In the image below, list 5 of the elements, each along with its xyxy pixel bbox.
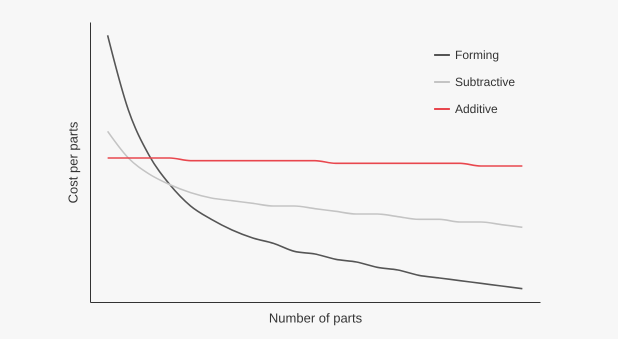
legend-label: Forming	[455, 48, 500, 62]
legend-label: Additive	[455, 102, 498, 116]
y-axis-title: Cost per parts	[66, 121, 80, 204]
x-axis-title: Number of parts	[268, 310, 363, 326]
legend-label: Subtractive	[455, 75, 516, 89]
